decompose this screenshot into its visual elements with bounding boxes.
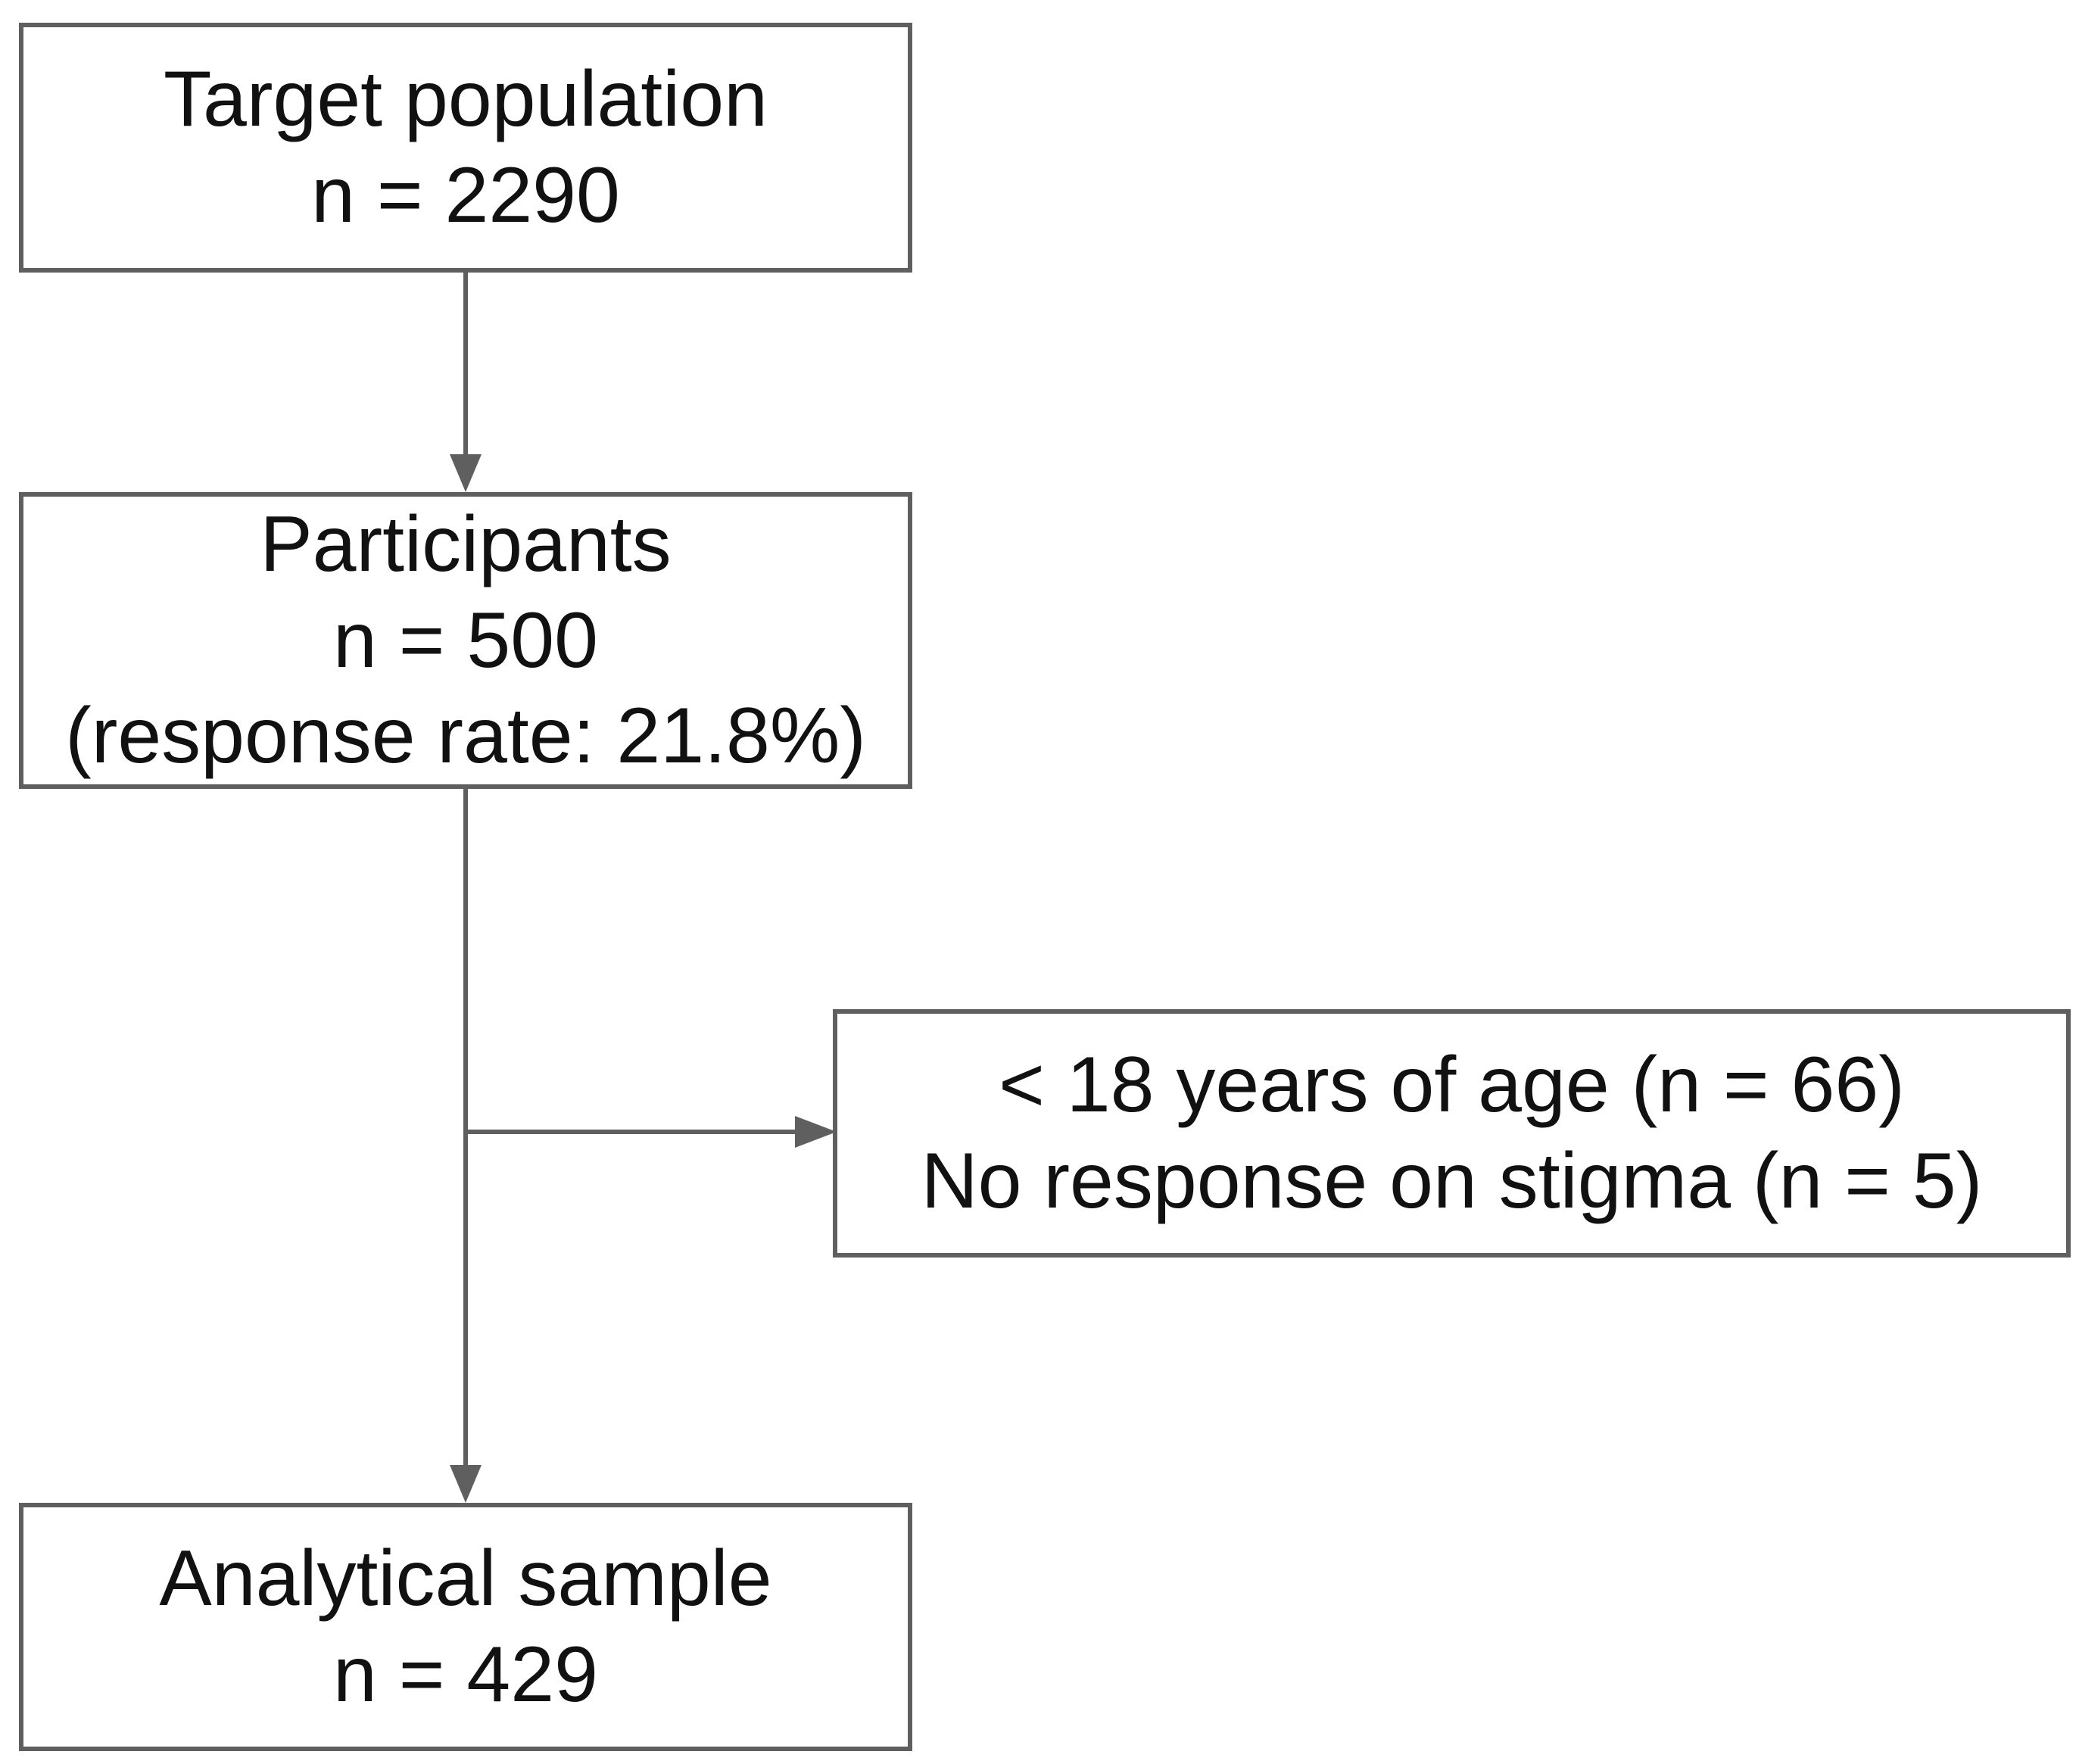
node-analytical-sample: Analytical sample n = 429: [19, 1503, 912, 1751]
node-analytical-title: Analytical sample: [159, 1535, 772, 1623]
node-participants: Participants n = 500 (response rate: 21.…: [19, 492, 912, 789]
arrowhead-analytical: [450, 1465, 482, 1503]
node-exclusions: < 18 years of age (n = 66) No response o…: [833, 1009, 2071, 1258]
node-participants-count: n = 500: [333, 596, 598, 684]
node-exclusion-age: < 18 years of age (n = 66): [999, 1041, 1905, 1130]
node-target-population: Target population n = 2290: [19, 23, 912, 273]
node-analytical-count: n = 429: [333, 1631, 598, 1719]
arrowhead-exclusion: [795, 1116, 837, 1148]
node-exclusion-stigma: No response on stigma (n = 5): [921, 1137, 1983, 1225]
arrowhead-participants: [450, 454, 482, 492]
node-target-title: Target population: [164, 55, 768, 144]
node-target-count: n = 2290: [311, 151, 620, 239]
node-participants-title: Participants: [260, 500, 672, 588]
node-participants-note: (response rate: 21.8%): [65, 692, 866, 781]
